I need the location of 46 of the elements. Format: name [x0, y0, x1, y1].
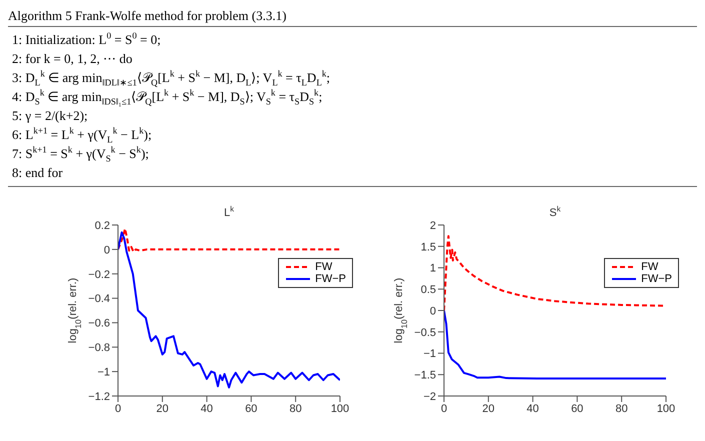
- y-tick-label: 2: [430, 220, 436, 232]
- text: 7: S$^{k+1}$ = S$^{k}$ + γ(V$_{S}$$^{k}$ − S$^{k}$);: [12, 144, 149, 164]
- legend-label: FW: [641, 261, 658, 273]
- y-tick-label: −0.4: [88, 293, 110, 306]
- y-tick-label: 0: [104, 244, 110, 256]
- x-tick-label: 40: [200, 402, 213, 415]
- y-tick-label: 0.5: [420, 284, 436, 296]
- text: 3: D$_{L}$$^{k}$ ∈ arg min$_{‖DL‖∗≤1}$⟨𝒫$_{Q}$[L$^{k}$ + S$^{k}$ − M], D$_{L}$⟩; V$_{L}$$^{k}$ = τ$_{L}$D$_{L}$$^{k}$;: [12, 68, 330, 88]
- y-tick-label: −1: [423, 348, 436, 360]
- text: 1: Initialization: L$^{0}$ = S$^{0}$ = 0;: [12, 30, 162, 49]
- chart-title: S$^{k}$: [548, 204, 562, 219]
- text: 4: D$_{S}$$^{k}$ ∈ arg min$_{‖DS‖₁≤1}$⟨𝒫$_{Q}$[L$^{k}$ + S$^{k}$ − M], D$_{S}$⟩; V$_{S}$$^{k}$ = τ$_{S}$D$_{S}$$^{k}$;: [12, 88, 322, 107]
- legend-label: FW−P: [315, 273, 346, 285]
- y-tick-label: −0.8: [88, 342, 110, 354]
- y-tick-label: 1.5: [420, 241, 436, 254]
- x-tick-label: 100: [656, 402, 676, 415]
- x-tick-label: 20: [156, 402, 169, 415]
- x-tick-label: 60: [245, 402, 258, 415]
- y-tick-label: −1: [97, 366, 110, 378]
- x-tick-label: 40: [526, 402, 539, 415]
- x-tick-label: 60: [571, 402, 584, 415]
- y-tick-label: −1.2: [88, 390, 110, 403]
- text: 6: L$^{k+1}$ = L$^{k}$ + γ(V$_{L}$$^{k}$ − L$^{k}$);: [12, 126, 152, 145]
- text: 8: end for: [12, 164, 64, 182]
- text: 2: for k = 0, 1, 2, ⋯ do: [12, 50, 134, 68]
- x-tick-label: 100: [330, 402, 350, 415]
- line-series: [118, 228, 340, 253]
- x-tick-label: 0: [114, 402, 122, 415]
- text: 5: γ = 2/(k+2);: [12, 107, 89, 125]
- y-tick-label: 0.2: [94, 220, 110, 232]
- y-tick-label: −0.5: [414, 326, 436, 339]
- y-tick-label: 0: [430, 305, 436, 318]
- y-tick-label: −0.6: [88, 318, 110, 330]
- line-series: [444, 310, 666, 380]
- x-tick-label: 0: [440, 402, 448, 415]
- x-tick-label: 80: [615, 402, 628, 415]
- legend-label: FW: [315, 261, 332, 273]
- legend-label: FW−P: [641, 273, 672, 285]
- y-tick-label: −0.2: [88, 268, 110, 281]
- y-tick-label: −2: [423, 390, 436, 403]
- x-tick-label: 80: [289, 402, 302, 415]
- chart-title: L$^{k}$: [223, 204, 235, 219]
- x-tick-label: 20: [482, 402, 495, 415]
- y-tick-label: 1: [430, 262, 436, 275]
- text: Algorithm 5 Frank-Wolfe method for problem (3.3.1): [8, 8, 697, 27]
- y-tick-label: −1.5: [414, 370, 436, 382]
